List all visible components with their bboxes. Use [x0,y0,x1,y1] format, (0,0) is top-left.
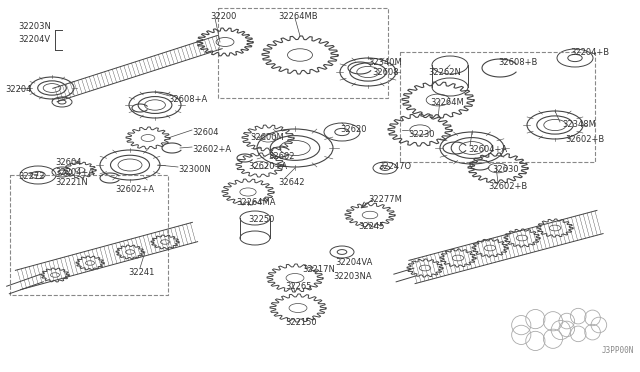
Text: 32602+A: 32602+A [192,145,231,154]
Text: 32264M: 32264M [430,98,464,107]
Text: 32604: 32604 [192,128,218,137]
Text: 32642: 32642 [278,178,305,187]
Text: 32204V: 32204V [18,35,50,44]
Text: 32241: 32241 [128,268,154,277]
Text: 32340M: 32340M [368,58,402,67]
Text: 32604+A: 32604+A [468,145,507,154]
Text: 32221N: 32221N [55,178,88,187]
Text: J3PP00N: J3PP00N [602,346,634,355]
Text: 32602+B: 32602+B [565,135,604,144]
Text: 32204VA: 32204VA [335,258,372,267]
Text: 32200: 32200 [210,12,236,21]
Text: 32204: 32204 [5,85,31,94]
Text: 32250: 32250 [248,215,275,224]
Text: 32300N: 32300N [178,165,211,174]
Text: 32600M: 32600M [250,133,284,142]
Text: 32604: 32604 [55,158,81,167]
Text: 32262N: 32262N [428,68,461,77]
Text: 32602: 32602 [268,152,294,161]
Text: 32602+A: 32602+A [115,185,154,194]
Text: 32620+A: 32620+A [248,162,287,171]
Text: 32204+A: 32204+A [55,168,94,177]
Text: 32264MA: 32264MA [236,198,275,207]
Text: 32608+B: 32608+B [498,58,538,67]
Text: 32217N: 32217N [302,265,335,274]
Text: 32602+B: 32602+B [488,182,527,191]
Text: 32277M: 32277M [368,195,402,204]
Text: 32247O: 32247O [378,162,411,171]
Text: 32630: 32630 [492,165,518,174]
Text: 32230: 32230 [408,130,435,139]
Text: 32264MB: 32264MB [278,12,317,21]
Text: 32608+A: 32608+A [168,95,207,104]
Text: 322150: 322150 [285,318,317,327]
Text: 32203N: 32203N [18,22,51,31]
Text: 32204+B: 32204+B [570,48,609,57]
Text: 32620: 32620 [340,125,367,134]
Text: 32608: 32608 [372,68,399,77]
Text: 32245: 32245 [358,222,385,231]
Text: 32348M: 32348M [562,120,596,129]
Text: 32265: 32265 [285,282,312,291]
Text: 32203NA: 32203NA [333,272,372,281]
Text: 32272: 32272 [18,172,45,181]
